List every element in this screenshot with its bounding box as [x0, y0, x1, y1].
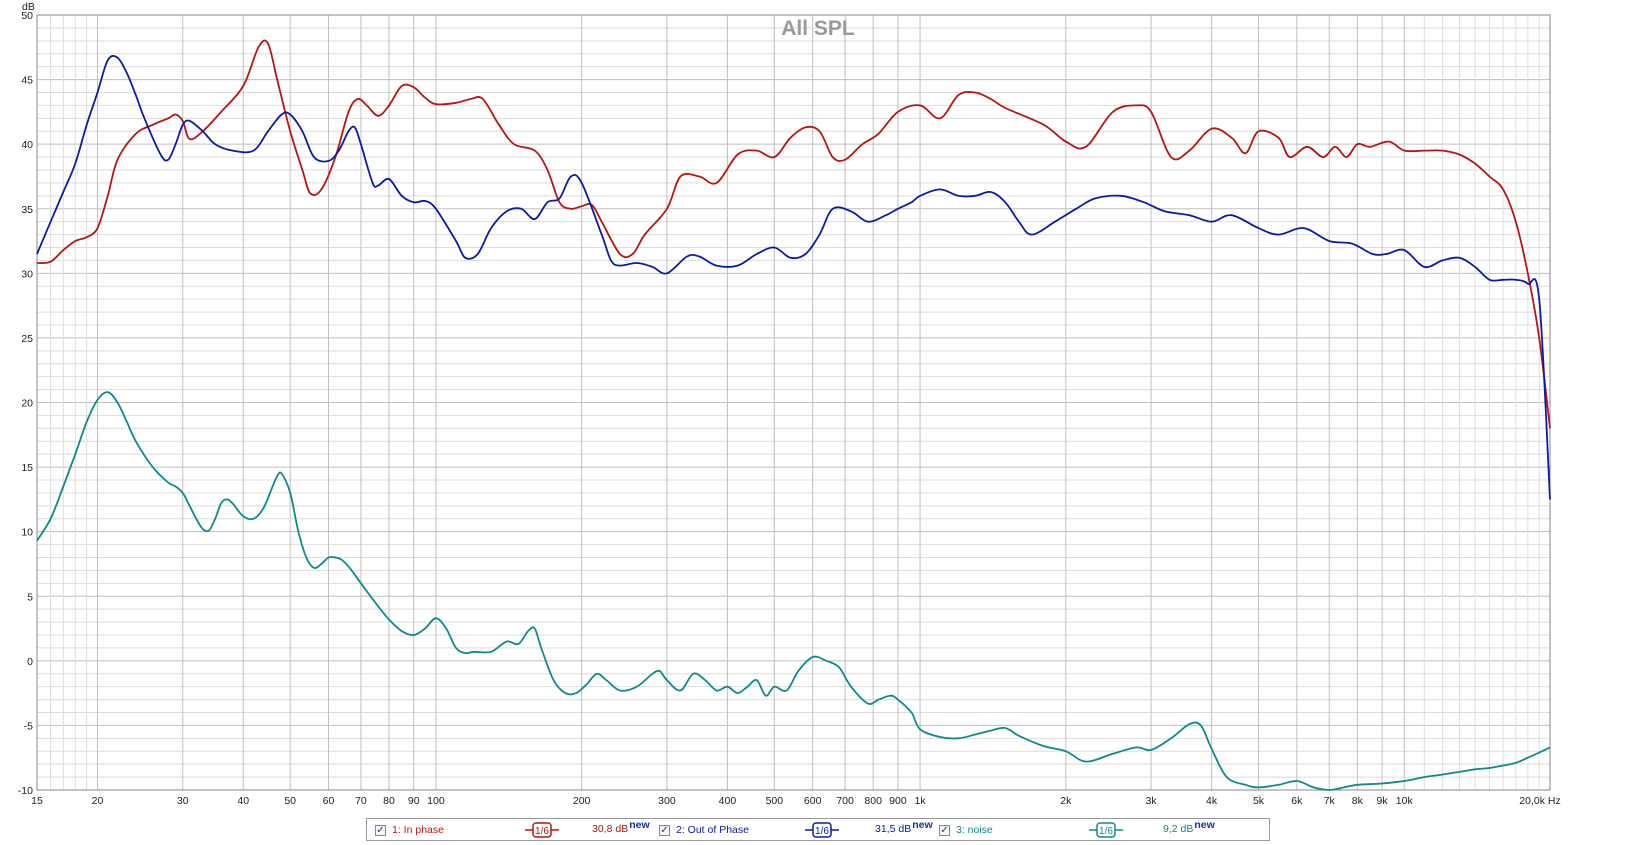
- x-axis: 15 20 30 40 50 60 70 80 90 100 200 300 400 500 600 700 8…: [31, 795, 1561, 807]
- x-tick-label: 6k: [1291, 795, 1303, 807]
- y-tick-label: -5: [24, 720, 33, 732]
- value-text: 30,8 dB: [592, 823, 629, 835]
- x-tick-label: 200: [573, 795, 591, 807]
- x-tick-label: 40: [237, 795, 249, 807]
- new-badge: new: [1194, 819, 1215, 831]
- legend-value-noise: 9,2 dBnew: [1163, 819, 1215, 835]
- y-tick-label: 15: [21, 462, 33, 474]
- grid: [36, 14, 1551, 791]
- legend-name: 3: noise: [956, 824, 993, 836]
- x-tick-label: 50: [284, 795, 296, 807]
- legend-value-out-of-phase: 31,5 dBnew: [875, 819, 933, 835]
- x-tick-label: 800: [864, 795, 882, 807]
- x-tick-label: 2k: [1060, 795, 1072, 807]
- chart-title: All SPL: [781, 17, 855, 40]
- y-tick-label: 0: [27, 656, 33, 668]
- y-tick-label: 5: [27, 591, 33, 603]
- legend-item-in-phase[interactable]: ✓ 1: In phase: [375, 822, 444, 838]
- smoothing-badge-noise[interactable]: 1/6: [1089, 822, 1123, 838]
- legend-item-out-of-phase[interactable]: ✓ 2: Out of Phase: [659, 822, 749, 838]
- checkbox-in-phase[interactable]: ✓: [375, 824, 386, 836]
- series-line-1-in-phase: [36, 39, 1551, 429]
- x-tick-label: 600: [804, 795, 822, 807]
- x-tick-label: 10k: [1396, 795, 1414, 807]
- x-tick-label: 100: [427, 795, 445, 807]
- x-tick-label: 3k: [1146, 795, 1158, 807]
- x-tick-label: 900: [889, 795, 907, 807]
- plot-border: [36, 14, 1551, 791]
- x-tick-label: 80: [383, 795, 395, 807]
- x-tick-label: 700: [836, 795, 854, 807]
- legend-name: 1: In phase: [392, 824, 444, 836]
- legend-name: 2: Out of Phase: [676, 824, 749, 836]
- x-tick-label: 4k: [1206, 795, 1218, 807]
- legend-item-noise[interactable]: ✓ 3: noise: [939, 822, 993, 838]
- x-tick-label: 300: [658, 795, 676, 807]
- y-tick-label: -10: [18, 785, 33, 797]
- y-tick-label: 25: [21, 333, 33, 345]
- checkbox-out-of-phase[interactable]: ✓: [659, 824, 670, 836]
- x-tick-label: 400: [719, 795, 737, 807]
- y-tick-label: 50: [21, 10, 33, 22]
- x-tick-label: 5k: [1253, 795, 1265, 807]
- series-layer: [36, 39, 1551, 791]
- series-line-2-out-of-phase: [36, 55, 1551, 500]
- smoothing-label: 1/6: [815, 826, 829, 837]
- x-tick-label: 9k: [1377, 795, 1389, 807]
- checkbox-noise[interactable]: ✓: [939, 824, 950, 836]
- smoothing-label: 1/6: [535, 826, 549, 837]
- y-tick-label: 10: [21, 527, 33, 539]
- x-tick-label: 60: [323, 795, 335, 807]
- new-badge: new: [912, 819, 933, 831]
- smoothing-label: 1/6: [1099, 826, 1113, 837]
- x-tick-label: 20: [92, 795, 104, 807]
- x-tick-label: 70: [355, 795, 367, 807]
- x-tick-label: 20,0k Hz: [1519, 795, 1560, 807]
- x-tick-label: 90: [408, 795, 420, 807]
- value-text: 31,5 dB: [875, 823, 912, 835]
- x-tick-label: 500: [766, 795, 784, 807]
- y-unit-label: dB: [22, 1, 35, 13]
- y-tick-label: 20: [21, 398, 33, 410]
- smoothing-badge-out-of-phase[interactable]: 1/6: [805, 822, 839, 838]
- y-tick-label: 40: [21, 139, 33, 151]
- plot-frame: [36, 14, 1551, 791]
- y-tick-label: 45: [21, 75, 33, 87]
- x-tick-label: 30: [177, 795, 189, 807]
- y-tick-label: 30: [21, 268, 33, 280]
- new-badge: new: [629, 819, 650, 831]
- value-text: 9,2 dB: [1163, 823, 1194, 835]
- legend: ✓ 1: In phase 1/6 30,8 dBnew ✓ 2: Out of…: [366, 818, 1270, 841]
- legend-value-in-phase: 30,8 dBnew: [592, 819, 650, 835]
- x-tick-label: 7k: [1324, 795, 1336, 807]
- y-tick-label: 35: [21, 204, 33, 216]
- smoothing-badge-in-phase[interactable]: 1/6: [525, 822, 559, 838]
- x-tick-label: 1k: [915, 795, 927, 807]
- x-tick-label: 8k: [1352, 795, 1364, 807]
- series-line-3-noise: [36, 391, 1551, 791]
- x-tick-label: 15: [31, 795, 43, 807]
